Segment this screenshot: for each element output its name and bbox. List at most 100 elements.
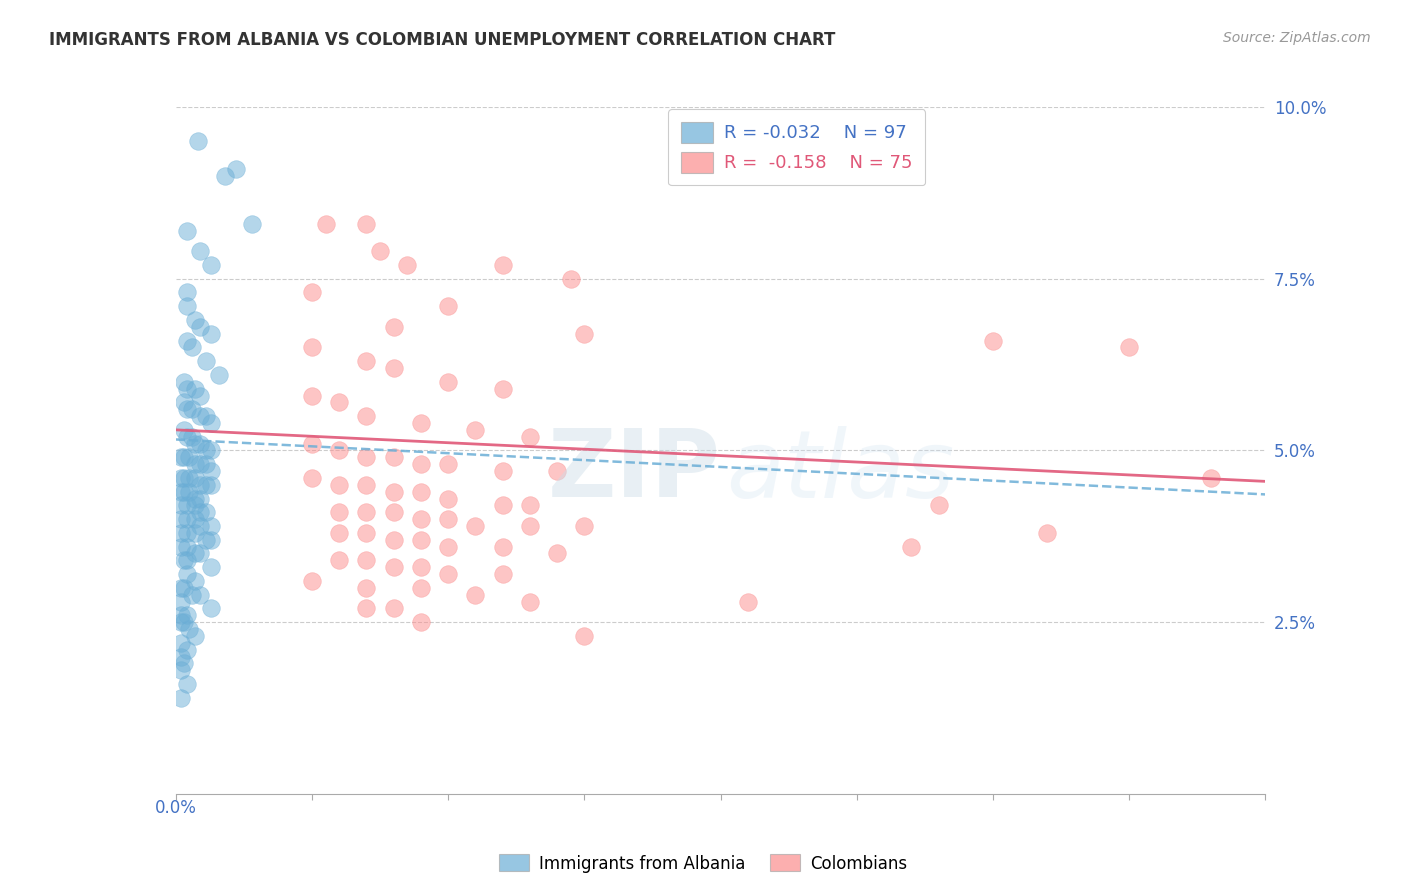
Point: [464, 519, 486, 533]
Point: [200, 533, 222, 547]
Point: [464, 588, 486, 602]
Point: [240, 217, 263, 231]
Point: [170, 540, 193, 554]
Point: [170, 525, 193, 540]
Point: [574, 519, 596, 533]
Point: [173, 615, 195, 630]
Point: [356, 409, 378, 423]
Point: [356, 553, 378, 567]
Point: [981, 334, 1004, 348]
Point: [382, 560, 405, 574]
Point: [409, 484, 432, 499]
Point: [179, 450, 201, 465]
Point: [179, 622, 201, 636]
Point: [315, 217, 337, 231]
Point: [382, 450, 405, 465]
Point: [737, 594, 759, 608]
Y-axis label: Unemployment: Unemployment: [0, 386, 8, 515]
Point: [437, 457, 460, 471]
Point: [181, 402, 204, 417]
Point: [181, 340, 204, 354]
Point: [179, 471, 201, 485]
Point: [184, 499, 207, 513]
Point: [301, 340, 323, 354]
Point: [301, 436, 323, 450]
Point: [356, 505, 378, 519]
Point: [184, 457, 207, 471]
Point: [200, 560, 222, 574]
Legend: Immigrants from Albania, Colombians: Immigrants from Albania, Colombians: [492, 847, 914, 880]
Point: [200, 601, 222, 615]
Point: [173, 581, 195, 595]
Point: [173, 450, 195, 465]
Point: [1036, 525, 1059, 540]
Point: [519, 499, 541, 513]
Point: [546, 546, 568, 561]
Point: [928, 499, 950, 513]
Text: Source: ZipAtlas.com: Source: ZipAtlas.com: [1223, 31, 1371, 45]
Point: [184, 313, 207, 327]
Point: [200, 478, 222, 492]
Point: [200, 258, 222, 272]
Point: [194, 478, 217, 492]
Point: [194, 505, 217, 519]
Point: [170, 499, 193, 513]
Point: [437, 567, 460, 582]
Point: [328, 553, 350, 567]
Point: [328, 525, 350, 540]
Point: [200, 416, 222, 430]
Point: [409, 533, 432, 547]
Point: [170, 484, 193, 499]
Text: ZIP: ZIP: [548, 425, 721, 517]
Point: [492, 258, 515, 272]
Point: [194, 443, 217, 458]
Point: [173, 471, 195, 485]
Point: [176, 567, 198, 582]
Point: [1199, 471, 1222, 485]
Point: [519, 594, 541, 608]
Point: [464, 423, 486, 437]
Point: [546, 464, 568, 478]
Point: [356, 450, 378, 465]
Point: [492, 382, 515, 396]
Point: [170, 690, 193, 705]
Point: [368, 244, 391, 259]
Point: [188, 244, 211, 259]
Point: [184, 629, 207, 643]
Point: [176, 285, 198, 300]
Point: [409, 581, 432, 595]
Point: [173, 375, 195, 389]
Point: [519, 430, 541, 444]
Point: [188, 388, 211, 402]
Point: [170, 450, 193, 465]
Point: [409, 457, 432, 471]
Point: [176, 499, 198, 513]
Point: [214, 169, 236, 183]
Text: 0.0%: 0.0%: [155, 799, 197, 817]
Point: [194, 354, 217, 368]
Point: [170, 471, 193, 485]
Point: [184, 546, 207, 561]
Point: [188, 457, 211, 471]
Point: [170, 581, 193, 595]
Point: [194, 533, 217, 547]
Point: [188, 409, 211, 423]
Point: [409, 560, 432, 574]
Point: [328, 478, 350, 492]
Point: [176, 540, 198, 554]
Point: [492, 567, 515, 582]
Point: [328, 505, 350, 519]
Point: [356, 581, 378, 595]
Point: [188, 519, 211, 533]
Point: [176, 299, 198, 313]
Point: [328, 395, 350, 409]
Point: [184, 471, 207, 485]
Point: [396, 258, 419, 272]
Point: [170, 594, 193, 608]
Point: [382, 319, 405, 334]
Point: [184, 512, 207, 526]
Point: [176, 553, 198, 567]
Text: IMMIGRANTS FROM ALBANIA VS COLOMBIAN UNEMPLOYMENT CORRELATION CHART: IMMIGRANTS FROM ALBANIA VS COLOMBIAN UNE…: [49, 31, 835, 49]
Point: [382, 601, 405, 615]
Point: [437, 512, 460, 526]
